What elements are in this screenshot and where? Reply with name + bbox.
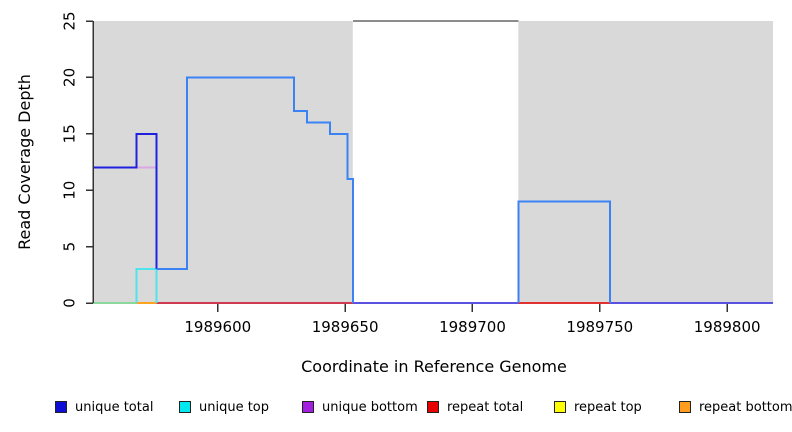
legend-swatch-unique-bottom <box>302 401 314 413</box>
segment-coverage-main <box>156 76 354 303</box>
segment-coverage-block-9 <box>517 200 612 303</box>
legend-label: repeat total <box>447 399 524 415</box>
legend-label: repeat top <box>574 399 642 415</box>
legend-label: repeat bottom <box>699 399 792 415</box>
y-tick-label-10: 10 <box>61 181 79 200</box>
masked-region-1 <box>93 21 353 304</box>
legend-item-unique-top: unique top <box>179 398 269 416</box>
legend-swatch-unique-top <box>179 401 191 413</box>
x-tick-label-1989800: 1989800 <box>694 318 761 336</box>
masked-regions-layer <box>93 21 773 304</box>
legend-item-unique-total: unique total <box>55 398 153 416</box>
legend-item-repeat-top: repeat top <box>554 398 642 416</box>
legend-item-unique-bottom: unique bottom <box>302 398 418 416</box>
masked-region-2 <box>518 21 773 304</box>
legend-item-repeat-bottom: repeat bottom <box>679 398 792 416</box>
legend-swatch-unique-total <box>55 401 67 413</box>
y-axis-label: Read Coverage Depth <box>15 74 34 250</box>
x-tick-label-1989750: 1989750 <box>566 318 633 336</box>
x-tick-label-1989600: 1989600 <box>184 318 251 336</box>
y-tick-label-25: 25 <box>61 11 79 30</box>
x-tick-label-1989650: 1989650 <box>312 318 379 336</box>
axes-layer: 0 5 10 15 20 25 1989600 1989650 1989700 1989750 19… <box>61 11 761 336</box>
y-tick-label-20: 20 <box>61 68 79 87</box>
y-tick-label-0: 0 <box>61 298 79 308</box>
series-layer <box>93 20 773 304</box>
legend-swatch-repeat-bottom <box>679 401 691 413</box>
legend-swatch-repeat-top <box>554 401 566 413</box>
y-tick-label-15: 15 <box>61 124 79 143</box>
legend-item-repeat-total: repeat total <box>427 398 523 416</box>
y-tick-label-5: 5 <box>61 242 79 252</box>
x-tick-label-1989700: 1989700 <box>439 318 506 336</box>
x-axis-label: Coordinate in Reference Genome <box>301 357 567 376</box>
segment-unique-total-dark <box>93 132 158 270</box>
legend: unique total unique top unique bottom repea… <box>0 398 792 418</box>
legend-label: unique bottom <box>322 399 418 415</box>
legend-label: unique total <box>75 399 154 415</box>
segment-unique-top-cyan <box>135 268 158 303</box>
legend-swatch-repeat-total <box>427 401 439 413</box>
legend-label: unique top <box>199 399 270 415</box>
